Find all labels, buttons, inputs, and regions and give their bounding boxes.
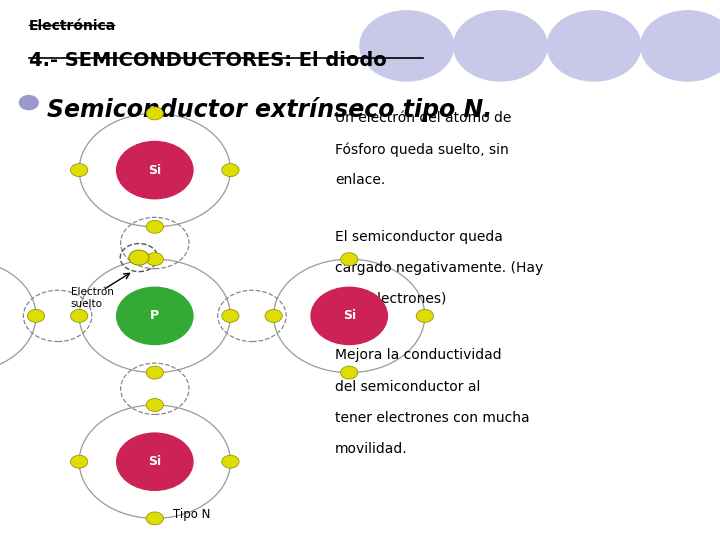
Text: tener electrones con mucha: tener electrones con mucha (335, 411, 529, 425)
Circle shape (311, 287, 387, 345)
Circle shape (360, 11, 454, 81)
Circle shape (146, 253, 163, 266)
Circle shape (117, 287, 193, 345)
Text: Tipo N: Tipo N (173, 508, 210, 521)
Text: El semiconductor queda: El semiconductor queda (335, 230, 503, 244)
Text: Fósforo queda suelto, sin: Fósforo queda suelto, sin (335, 142, 508, 157)
Text: Si: Si (148, 455, 161, 468)
Text: enlace.: enlace. (335, 173, 385, 187)
Circle shape (146, 512, 163, 525)
Circle shape (129, 250, 149, 265)
Text: movilidad.: movilidad. (335, 442, 408, 456)
Circle shape (341, 366, 358, 379)
Circle shape (27, 309, 45, 322)
Circle shape (341, 253, 358, 266)
Circle shape (71, 309, 88, 322)
Circle shape (222, 455, 239, 468)
Circle shape (146, 107, 163, 120)
Text: cargado negativamente. (Hay: cargado negativamente. (Hay (335, 261, 543, 275)
Circle shape (146, 399, 163, 411)
Circle shape (547, 11, 641, 81)
Circle shape (641, 11, 720, 81)
Text: Si: Si (148, 164, 161, 177)
Text: del semiconductor al: del semiconductor al (335, 380, 480, 394)
Circle shape (146, 220, 163, 233)
Text: Electrón
suelto: Electrón suelto (71, 287, 114, 309)
Text: Un electrón del átomo de: Un electrón del átomo de (335, 111, 511, 125)
Circle shape (71, 164, 88, 177)
Circle shape (117, 141, 193, 199)
Circle shape (454, 11, 547, 81)
Circle shape (416, 309, 433, 322)
Text: Mejora la conductividad: Mejora la conductividad (335, 348, 501, 362)
Circle shape (265, 309, 282, 322)
Text: P: P (150, 309, 159, 322)
Circle shape (117, 433, 193, 490)
Circle shape (19, 96, 38, 110)
Circle shape (146, 366, 163, 379)
Text: Si: Si (343, 309, 356, 322)
Text: más electrones): más electrones) (335, 292, 446, 306)
Circle shape (222, 309, 239, 322)
Circle shape (222, 164, 239, 177)
Text: 4.- SEMICONDUCTORES: El diodo: 4.- SEMICONDUCTORES: El diodo (29, 51, 387, 70)
Text: Semiconductor extrínseco tipo N.: Semiconductor extrínseco tipo N. (47, 97, 492, 122)
Text: Electrónica: Electrónica (29, 19, 116, 33)
Circle shape (71, 455, 88, 468)
